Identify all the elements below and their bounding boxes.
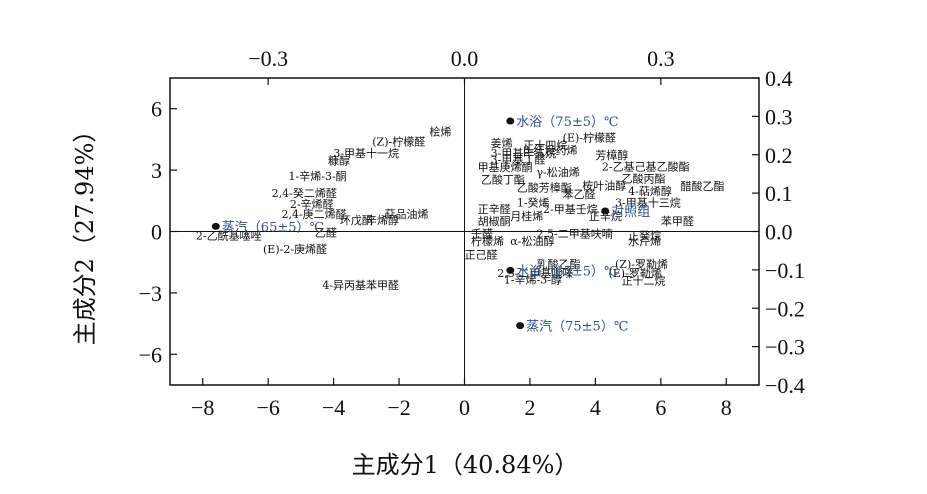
variable-label: (Z)-柠檬醛	[372, 134, 425, 148]
top-x-axis: −0.3 0.0 0.3	[248, 46, 675, 85]
x-tick-label: 6	[655, 395, 666, 420]
variable-label: α-松油醇	[510, 234, 554, 248]
variable-label: 苯甲醛	[661, 214, 694, 228]
top-tick-label: 0.3	[647, 46, 675, 71]
variable-label: 芳樟醇	[595, 148, 628, 162]
variable-label: 乳酸乙酯	[536, 257, 580, 271]
right-tick-label: −0.4	[765, 373, 805, 398]
y-tick-label: 0	[151, 220, 162, 245]
variable-label: 4-萜烯醇	[628, 184, 672, 198]
x-tick-label: −2	[387, 395, 410, 420]
x-tick-label: −6	[256, 395, 279, 420]
variable-label: (E)-罗勒烯	[608, 267, 661, 280]
y-tick-label: 6	[151, 97, 162, 122]
x-tick-label: 0	[459, 395, 470, 420]
variable-label: 桧烯	[429, 125, 451, 139]
variable-label: 乙酸芳樟酯	[517, 180, 572, 194]
sample-label: 水浴（75±5）℃	[516, 115, 618, 130]
variable-label: 2,5-二甲基呋喃	[536, 226, 612, 240]
variable-label: 2-辛烯醛	[290, 197, 334, 211]
right-tick-label: 0.3	[765, 104, 793, 129]
variable-label: 柠檬烯	[471, 234, 504, 248]
variable-label: 正辛醛	[478, 202, 511, 216]
variable-label: 桉叶油醇	[582, 178, 626, 192]
variable-label: 糠醇	[328, 154, 350, 168]
variable-label: 3-甲基丁醛	[491, 152, 546, 166]
right-tick-label: 0.4	[765, 66, 793, 91]
variable-label: 姜烯	[491, 136, 513, 150]
sample-label: 水浴（65±5）℃	[516, 264, 618, 279]
variable-label: 乙醛	[315, 226, 337, 240]
x-tick-label: 4	[590, 395, 601, 420]
reference-lines	[170, 78, 759, 385]
variable-label: γ-松油烯	[536, 165, 579, 179]
left-y-axis: −6 −3 0 3 6	[139, 97, 177, 367]
variable-label: 3-甲基十五烷	[491, 146, 557, 160]
right-tick-label: 0.1	[765, 181, 793, 206]
variable-label: 1-癸烯	[517, 196, 550, 210]
bottom-x-axis: −8 −6 −4 −2 0 2 4 6 8	[191, 378, 732, 420]
variable-label: 醋酸乙酯	[680, 179, 724, 193]
variable-label: 胡椒酮	[478, 214, 511, 228]
x-tick-label: 2	[524, 395, 535, 420]
y-tick-label: −3	[139, 281, 162, 306]
variable-label: 正辛烷	[589, 209, 622, 223]
top-tick-label: −0.3	[248, 46, 288, 71]
y-axis-title: 主成分2（27.94%）	[71, 119, 99, 346]
variable-label: 辛烯醇	[366, 213, 399, 227]
variable-label: 3-甲基十三烷	[615, 196, 681, 210]
variable-label: 正癸烷	[628, 228, 661, 242]
sample-point	[211, 222, 220, 230]
variable-label: 萜品油烯	[385, 207, 429, 221]
variable-label: 2,4-庚二烯醛	[281, 207, 346, 221]
y-tick-label: 3	[151, 158, 162, 183]
right-y-axis: 0.4 0.3 0.2 0.1 0.0 −0.1 −0.2 −0.3 −0.4	[752, 66, 805, 398]
variable-label: 正十二烷	[622, 274, 666, 288]
variable-label: 壬醛	[471, 226, 493, 240]
variable-label: 2-甲基壬烷	[543, 202, 598, 216]
sample-point	[516, 322, 525, 330]
variable-label: 1-辛烯-3-醇	[504, 272, 562, 286]
sample-point	[601, 207, 610, 215]
right-tick-label: −0.3	[765, 335, 805, 360]
y-tick-label: −6	[139, 342, 162, 367]
sample-point	[506, 266, 515, 274]
variable-label: 正己醛	[465, 248, 498, 262]
sample-label: 蒸汽（65±5）℃	[222, 220, 324, 235]
variable-label: 乙酸丙酯	[622, 172, 666, 186]
loading-variables: 桧烯(Z)-柠檬醛3-甲基十一烷糠醇1-辛烯-3-酮2,4-癸二烯醛2-辛烯醛2…	[196, 125, 725, 293]
top-tick-label: 0.0	[451, 46, 479, 71]
x-tick-label: 8	[721, 395, 732, 420]
variable-label: 2,3-二甲基吡嗪	[497, 267, 573, 280]
right-tick-label: −0.1	[765, 258, 805, 283]
sample-point	[506, 117, 515, 125]
sample-label: 对照组	[611, 205, 650, 220]
right-tick-label: 0.2	[765, 143, 793, 168]
variable-label: 水芹烯	[628, 235, 661, 248]
variable-label: 2-乙基己基乙酸酯	[602, 159, 690, 173]
sample-label: 蒸汽（75±5）℃	[526, 320, 628, 335]
right-tick-label: −0.2	[765, 296, 805, 321]
variable-label: 2-乙酰基噻唑	[196, 228, 262, 242]
x-axis-title: 主成分1（40.84%）	[352, 451, 579, 479]
variable-label: 环戊酮	[340, 214, 373, 227]
variable-label: 乙酸丁酯	[481, 173, 525, 187]
variable-label: 甲基庚烯酮	[478, 160, 533, 174]
x-tick-label: −4	[322, 395, 345, 420]
variable-label: 苯乙醛	[563, 187, 596, 201]
variable-label: (E)-2-庚烯醛	[263, 242, 327, 256]
variable-label: 正十四烷	[523, 138, 567, 152]
variable-label: 月桂烯	[510, 209, 543, 223]
variable-label: 1-辛烯-3-酮	[289, 169, 347, 183]
variable-label: β-红没药烯	[523, 144, 577, 157]
variable-label: 4-异丙基苯甲醛	[322, 278, 399, 292]
variable-label: (E)-柠檬醛	[563, 130, 616, 144]
variable-label: 2,4-癸二烯醛	[272, 186, 337, 200]
variable-label: 3-甲基十一烷	[333, 146, 399, 160]
x-tick-label: −8	[191, 395, 214, 420]
right-tick-label: 0.0	[765, 220, 793, 245]
variable-label: (Z)-罗勒烯	[615, 258, 668, 271]
